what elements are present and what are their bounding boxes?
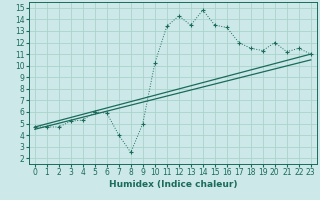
- X-axis label: Humidex (Indice chaleur): Humidex (Indice chaleur): [108, 180, 237, 189]
